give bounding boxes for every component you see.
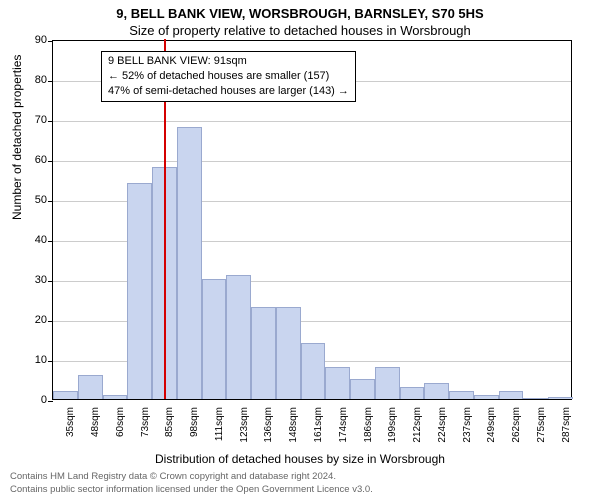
page-title-line2: Size of property relative to detached ho… <box>0 23 600 38</box>
x-tick-label: 136sqm <box>263 407 274 455</box>
y-tick-label: 30 <box>23 274 47 286</box>
histogram-bar <box>103 395 128 399</box>
x-tick-label: 60sqm <box>115 407 126 455</box>
x-axis-label: Distribution of detached houses by size … <box>0 452 600 466</box>
y-tick-label: 60 <box>23 154 47 166</box>
title-block: 9, BELL BANK VIEW, WORSBROUGH, BARNSLEY,… <box>0 0 600 38</box>
x-tick-label: 199sqm <box>387 407 398 455</box>
histogram-bar <box>375 367 400 399</box>
x-tick-label: 48sqm <box>90 407 101 455</box>
y-tick-label: 50 <box>23 194 47 206</box>
y-tick-mark <box>48 321 53 322</box>
x-tick-label: 186sqm <box>363 407 374 455</box>
x-tick-label: 123sqm <box>239 407 250 455</box>
y-tick-label: 90 <box>23 34 47 46</box>
y-tick-label: 70 <box>23 114 47 126</box>
x-tick-label: 85sqm <box>164 407 175 455</box>
y-tick-mark <box>48 361 53 362</box>
y-axis-label: Number of detached properties <box>10 55 24 220</box>
histogram-bar <box>523 398 548 399</box>
y-tick-label: 40 <box>23 234 47 246</box>
x-tick-label: 249sqm <box>486 407 497 455</box>
histogram-bar <box>548 397 573 399</box>
y-tick-label: 0 <box>23 394 47 406</box>
y-tick-mark <box>48 161 53 162</box>
x-tick-label: 212sqm <box>412 407 423 455</box>
y-tick-label: 20 <box>23 314 47 326</box>
x-tick-label: 224sqm <box>437 407 448 455</box>
x-tick-label: 237sqm <box>462 407 473 455</box>
x-tick-label: 35sqm <box>65 407 76 455</box>
histogram-bar <box>499 391 524 399</box>
y-tick-mark <box>48 281 53 282</box>
histogram-bar <box>127 183 152 399</box>
x-tick-label: 98sqm <box>189 407 200 455</box>
chart-area: 010203040506070809035sqm48sqm60sqm73sqm8… <box>52 40 572 400</box>
y-tick-mark <box>48 201 53 202</box>
annotation-line2: ← 52% of detached houses are smaller (15… <box>108 69 349 84</box>
y-tick-label: 80 <box>23 74 47 86</box>
histogram-bar <box>449 391 474 399</box>
grid-line <box>53 121 571 122</box>
page-title-line1: 9, BELL BANK VIEW, WORSBROUGH, BARNSLEY,… <box>0 6 600 21</box>
annotation-box: 9 BELL BANK VIEW: 91sqm← 52% of detached… <box>101 51 356 102</box>
x-tick-label: 262sqm <box>511 407 522 455</box>
histogram-bar <box>276 307 301 399</box>
license-footer: Contains HM Land Registry data © Crown c… <box>10 471 373 496</box>
y-tick-mark <box>48 81 53 82</box>
histogram-bar <box>53 391 78 399</box>
annotation-line1: 9 BELL BANK VIEW: 91sqm <box>108 54 349 69</box>
histogram-bar <box>78 375 103 399</box>
histogram-bar <box>301 343 326 399</box>
y-tick-mark <box>48 41 53 42</box>
footer-line2: Contains public sector information licen… <box>10 484 373 496</box>
y-tick-label: 10 <box>23 354 47 366</box>
histogram-bar <box>202 279 227 399</box>
x-tick-label: 111sqm <box>214 407 225 455</box>
histogram-bar <box>424 383 449 399</box>
x-tick-label: 275sqm <box>536 407 547 455</box>
x-tick-label: 287sqm <box>561 407 572 455</box>
x-tick-label: 174sqm <box>338 407 349 455</box>
y-tick-mark <box>48 121 53 122</box>
grid-line <box>53 161 571 162</box>
y-tick-mark <box>48 241 53 242</box>
x-tick-label: 161sqm <box>313 407 324 455</box>
x-tick-label: 73sqm <box>140 407 151 455</box>
histogram-bar <box>350 379 375 399</box>
histogram-bar <box>226 275 251 399</box>
histogram-bar <box>251 307 276 399</box>
histogram-bar <box>474 395 499 399</box>
x-tick-label: 148sqm <box>288 407 299 455</box>
y-tick-mark <box>48 401 53 402</box>
histogram-bar <box>400 387 425 399</box>
histogram-bar <box>325 367 350 399</box>
annotation-line3: 47% of semi-detached houses are larger (… <box>108 84 349 99</box>
plot-area: 010203040506070809035sqm48sqm60sqm73sqm8… <box>52 40 572 400</box>
footer-line1: Contains HM Land Registry data © Crown c… <box>10 471 373 483</box>
histogram-bar <box>177 127 202 399</box>
